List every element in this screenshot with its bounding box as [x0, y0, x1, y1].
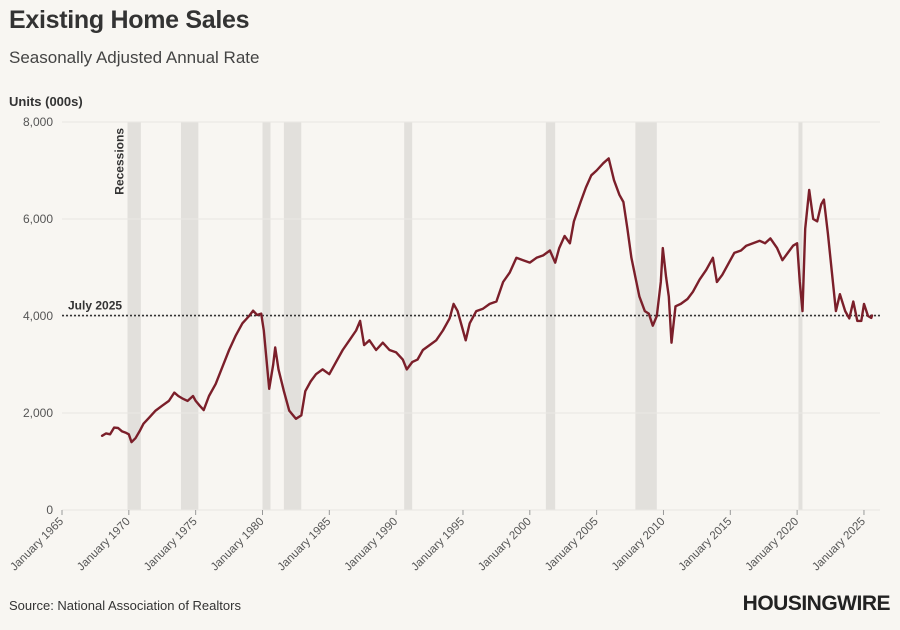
x-tick-label: January 2025 [810, 516, 868, 574]
y-tick-label: 4,000 [23, 309, 53, 323]
x-axis: January 1965 January 1970 January 1975 Janu… [8, 510, 868, 573]
x-tick-label: January 2005 [543, 516, 601, 574]
series-line-existing-home-sales [100, 157, 874, 444]
y-tick-label: 2,000 [23, 406, 53, 420]
reference-line-label: July 2025 [68, 299, 122, 313]
recessions-label: Recessions [112, 128, 126, 195]
x-tick-label: January 1970 [75, 516, 133, 574]
y-tick-label: 8,000 [23, 115, 53, 129]
x-tick-label: January 1975 [142, 516, 200, 574]
x-tick-label: January 1995 [409, 516, 467, 574]
source-note: Source: National Association of Realtors [9, 598, 241, 613]
series-layer [100, 157, 874, 444]
chart-title: Existing Home Sales [9, 6, 250, 34]
x-tick-label: January 2015 [677, 516, 735, 574]
y-tick-label: 6,000 [23, 212, 53, 226]
chart-subtitle: Seasonally Adjusted Annual Rate [9, 48, 260, 67]
housingwire-logo: HOUSINGWIRE [742, 592, 891, 615]
x-tick-label: January 2020 [743, 516, 801, 574]
annotations: July 2025 [62, 299, 880, 317]
y-tick-label: 0 [46, 503, 53, 517]
x-tick-label: January 1985 [276, 516, 334, 574]
y-axis-label: Units (000s) [9, 94, 83, 109]
x-tick-label: January 1990 [342, 516, 400, 574]
x-tick-label: January 1965 [8, 516, 66, 574]
x-tick-label: January 2010 [610, 516, 668, 574]
x-tick-label: January 2000 [476, 516, 534, 574]
x-tick-label: January 1980 [209, 516, 267, 574]
y-axis: 0 2,000 4,000 6,000 8,000 Units (000s) [9, 94, 83, 517]
